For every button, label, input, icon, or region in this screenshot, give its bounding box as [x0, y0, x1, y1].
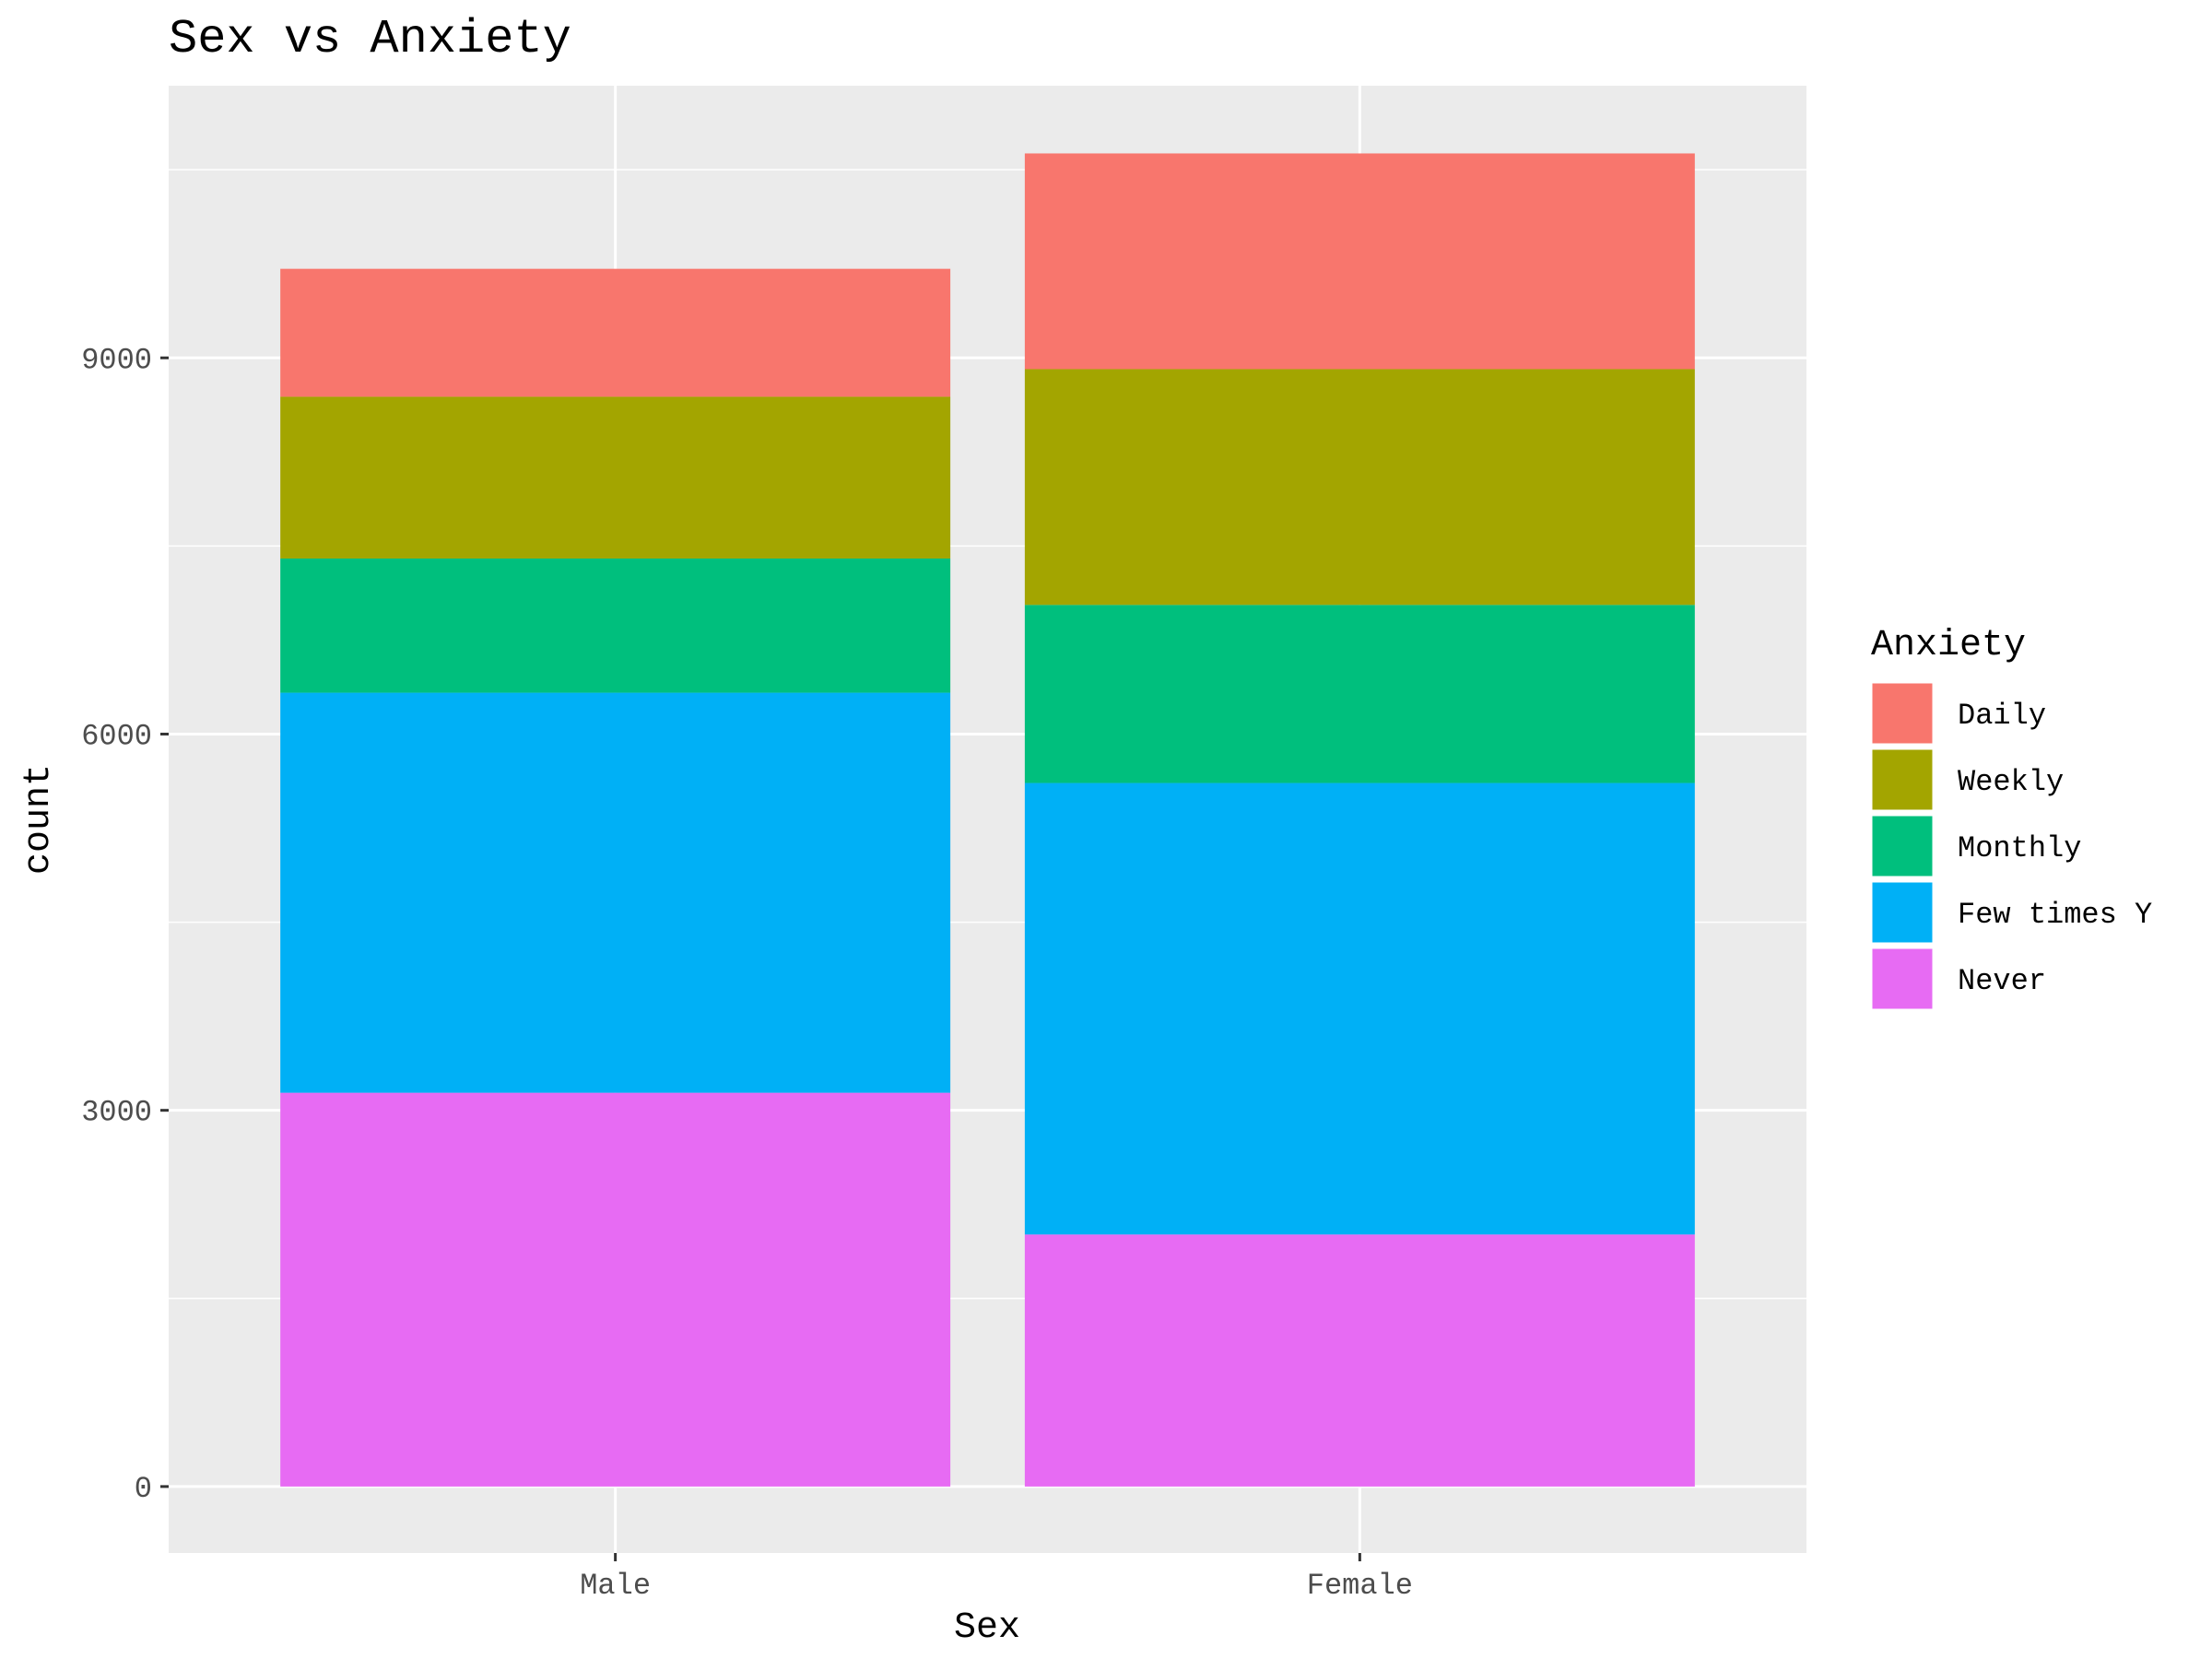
- y-tick-label: 0: [135, 1472, 152, 1506]
- legend-key-never: [1869, 946, 1936, 1012]
- bar-male-few-times-y: [280, 692, 951, 1093]
- legend-key-weekly: [1869, 747, 1936, 813]
- x-axis-title: Sex: [954, 1607, 1020, 1649]
- y-axis-title: count: [18, 764, 60, 875]
- chart-title: Sex vs Anxiety: [169, 12, 571, 66]
- bar-male-daily: [280, 268, 951, 397]
- y-tick-label: 6000: [81, 719, 152, 753]
- x-tick-label: Female: [1307, 1569, 1413, 1603]
- x-tick-label: Male: [580, 1569, 651, 1603]
- y-tick-label: 9000: [81, 343, 152, 377]
- bar-male-never: [280, 1092, 951, 1487]
- y-axis: 0 3000 6000 9000: [81, 343, 169, 1506]
- legend-title: Anxiety: [1871, 625, 2026, 666]
- legend-label-monthly: Monthly: [1958, 831, 2081, 865]
- legend-key-few-times-y: [1869, 879, 1936, 946]
- legend-label-never: Never: [1958, 964, 2046, 998]
- x-axis: Male Female: [580, 1553, 1413, 1603]
- bar-female-monthly: [1024, 605, 1695, 783]
- legend-label-weekly: Weekly: [1958, 765, 2064, 799]
- bar-male-weekly: [280, 396, 951, 559]
- legend-label-daily: Daily: [1958, 699, 2046, 733]
- legend-key-daily: [1869, 680, 1936, 747]
- legend-key-monthly: [1869, 813, 1936, 879]
- y-tick-label: 3000: [81, 1096, 152, 1130]
- bar-female-weekly: [1024, 369, 1695, 606]
- bars: [280, 153, 1695, 1487]
- legend: Anxiety Daily Weekly Monthly Few times Y Nev…: [1869, 625, 2152, 1012]
- bar-male-monthly: [280, 558, 951, 693]
- legend-label-few-times-y: Few times Y: [1958, 898, 2152, 932]
- bar-female-never: [1024, 1234, 1695, 1487]
- bar-female-daily: [1024, 153, 1695, 370]
- bar-female-few-times-y: [1024, 782, 1695, 1235]
